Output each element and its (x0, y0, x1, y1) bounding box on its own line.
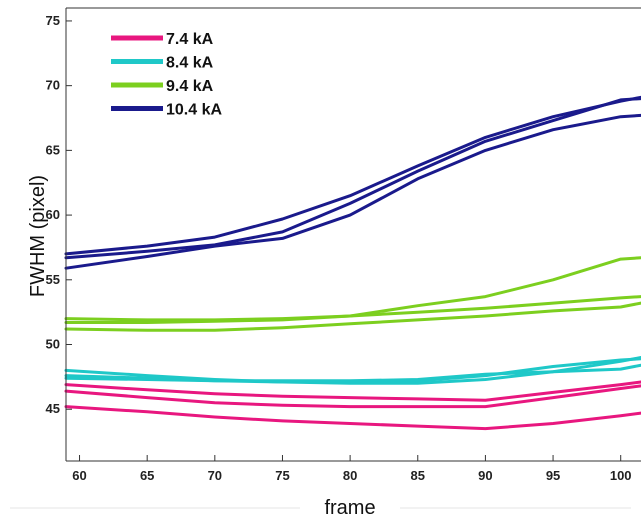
x-tick-label: 65 (140, 468, 154, 483)
x-tick-label: 85 (411, 468, 425, 483)
y-tick-label: 60 (46, 207, 60, 222)
series-line-9-4-ka-trace-2 (64, 295, 641, 324)
series-line-7-4-ka-trace-3 (64, 380, 641, 402)
y-axis-label: FWHM (pixel) (27, 175, 49, 297)
x-tick-label: 95 (546, 468, 560, 483)
x-axis-label: frame (324, 497, 375, 518)
legend-label: 8.4 kA (166, 55, 214, 72)
legend: 7.4 kA 8.4 kA 9.4 kA 10.4 kA (111, 31, 222, 119)
series-layer (64, 95, 641, 431)
x-tick-label: 80 (343, 468, 357, 483)
series-line-10-4-ka-trace-2 (64, 97, 641, 260)
series-line-8-4-ka-trace-3 (64, 363, 641, 383)
y-tick-label: 65 (46, 142, 60, 157)
y-tick-label: 50 (46, 337, 60, 352)
y-tick-label: 70 (46, 78, 60, 93)
series-line-7-4-ka-trace-1 (64, 405, 641, 431)
x-tick-label: 100 (610, 468, 632, 483)
legend-label: 7.4 kA (166, 31, 214, 48)
series-line-10-4-ka-trace-3 (64, 113, 641, 270)
y-tick-label: 55 (46, 272, 60, 287)
x-tick-label: 75 (275, 468, 289, 483)
series-line-9-4-ka-trace-3 (64, 301, 641, 332)
series-line-8-4-ka-trace-1 (64, 356, 641, 385)
x-tick-label: 90 (478, 468, 492, 483)
y-tick-label: 75 (46, 13, 60, 28)
series-line-7-4-ka-trace-2 (64, 384, 641, 409)
x-tick-layer: 60 65 70 75 80 85 90 95 100 (72, 455, 632, 483)
x-tick-label: 60 (72, 468, 86, 483)
y-tick-layer: 45 50 55 60 65 70 75 (46, 13, 72, 416)
y-tick-label: 45 (46, 401, 60, 416)
series-line-9-4-ka-trace-1 (64, 256, 641, 322)
legend-label: 9.4 kA (166, 78, 214, 95)
x-tick-label: 70 (208, 468, 222, 483)
legend-label: 10.4 kA (166, 102, 222, 119)
